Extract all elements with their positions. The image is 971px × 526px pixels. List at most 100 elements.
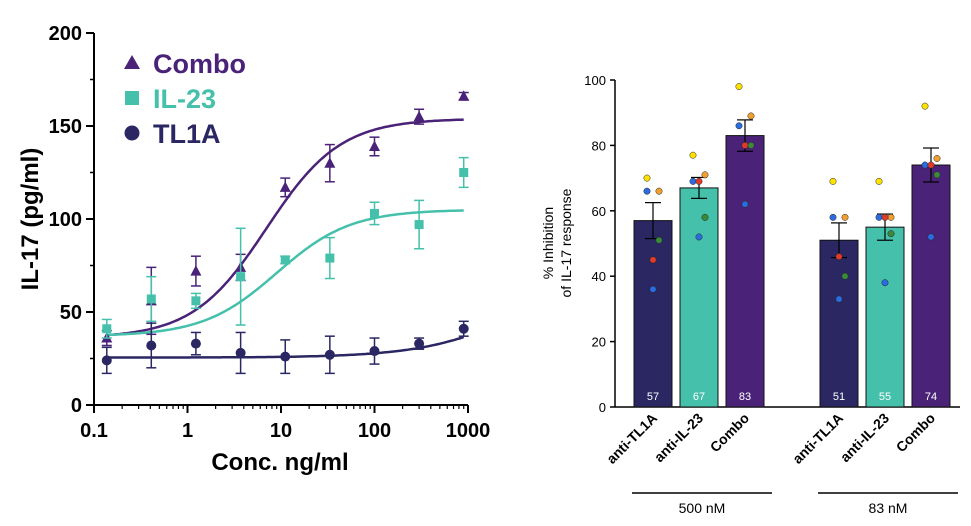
bar-value-label: 51 [833,391,845,403]
bar-anti-il-23 [679,187,719,408]
y-tick-label: 20 [592,335,606,350]
y-tick-label: 150 [49,116,82,138]
point-combo [413,110,425,122]
bar-category-label: Combo [707,410,752,455]
point-combo [279,181,291,192]
dose-response-chart: 0 50 100 150 200 0.1 1 10 100 1000 Combo IL-23 TL1A… [17,23,490,476]
y-tick-label: 0 [71,395,82,417]
legend-label: Combo [153,49,246,79]
bar-value-label: 74 [925,391,937,403]
x-tick-label: 100 [358,420,391,442]
x-tick-label: 1000 [446,420,491,442]
y-tick-label: 0 [599,400,606,415]
point-tl1a [235,347,246,358]
group-label: 500 nM [679,500,726,516]
bar-value-label: 57 [647,391,659,403]
point-il-23 [325,253,335,263]
point-il-23 [370,208,379,218]
x-tick-label: 1 [182,420,193,442]
bar-anti-tl1a [633,220,673,408]
point-il-23 [146,294,156,304]
bar-anti-tl1a [819,239,859,408]
x-axis-label: Conc. ng/ml [211,449,348,476]
individual-point [933,155,941,162]
left-chart-axes: 0 50 100 150 200 0.1 1 10 100 1000 [49,23,491,442]
y-tick-label: 200 [49,23,82,45]
y-axis-label: IL-17 (pg/ml) [17,148,44,291]
group-label: 83 nM [869,500,908,516]
y-tick-label: 80 [592,138,606,153]
legend: Combo IL-23 TL1A [124,49,246,149]
individual-point [875,177,883,185]
point-combo [324,157,336,168]
individual-point [927,161,935,169]
point-tl1a [324,349,335,360]
individual-point [829,213,837,221]
y-tick-label: 100 [584,73,606,88]
point-tl1a [369,346,380,357]
individual-point [747,112,755,120]
bar-category-label: Combo [893,410,938,455]
individual-point [881,279,889,287]
individual-point [741,200,749,208]
point-tl1a [458,323,469,334]
x-tick-label: 10 [270,420,292,442]
bar-category-label: anti-TL1A [789,410,846,467]
y-tick-label: 100 [49,209,82,231]
bar-value-label: 83 [739,391,751,403]
fit-curves [106,118,465,359]
individual-point [649,256,657,264]
individual-point [887,213,895,221]
individual-point [841,272,849,280]
individual-point [875,213,883,221]
bar-anti-il-23 [865,226,905,408]
individual-point [921,161,929,169]
bar-category-label: anti-IL-23 [837,410,892,465]
individual-point [933,171,941,179]
point-il-23 [236,272,246,282]
bar-value-label: 67 [693,391,705,403]
point-tl1a [280,351,291,362]
bars: 57 67 83 51 55 74 [633,119,951,408]
individual-point [689,177,697,185]
individual-point [829,177,837,185]
point-tl1a [414,338,425,349]
individual-point [841,213,849,221]
point-tl1a [190,338,201,349]
individual-point [655,187,663,195]
legend-label: TL1A [153,119,221,149]
individual-point [735,83,743,90]
y-tick-label: 40 [592,269,606,284]
individual-point [927,233,935,241]
individual-point [835,295,843,303]
individual-point [741,141,749,149]
point-il-23 [280,255,290,265]
individual-point [701,171,709,179]
legend-triangle-icon [124,55,140,69]
point-il-23 [459,168,469,177]
point-combo [369,140,380,151]
bar-category-label: anti-IL-23 [651,410,706,465]
point-tl1a [146,340,157,351]
fit-curve-combo [106,118,464,337]
bar-combo [911,164,951,408]
point-il-23 [191,296,201,306]
point-combo [458,90,470,101]
individual-point [701,213,709,221]
individual-point [881,213,889,221]
fit-curve-il-23 [106,209,464,337]
point-il-23 [102,324,112,334]
y-axis-label-line1: % Inhibition [540,207,556,279]
bar-combo [725,135,765,408]
legend-square-icon [125,91,139,105]
individual-point [689,151,697,159]
group-labels: 500 nM 83 nM [632,492,958,516]
individual-point [643,174,651,182]
bar-value-label: 55 [879,391,891,403]
bar-category-label: anti-TL1A [603,410,660,467]
individual-point [649,285,657,293]
individual-point [747,141,755,149]
individual-point [655,236,663,244]
